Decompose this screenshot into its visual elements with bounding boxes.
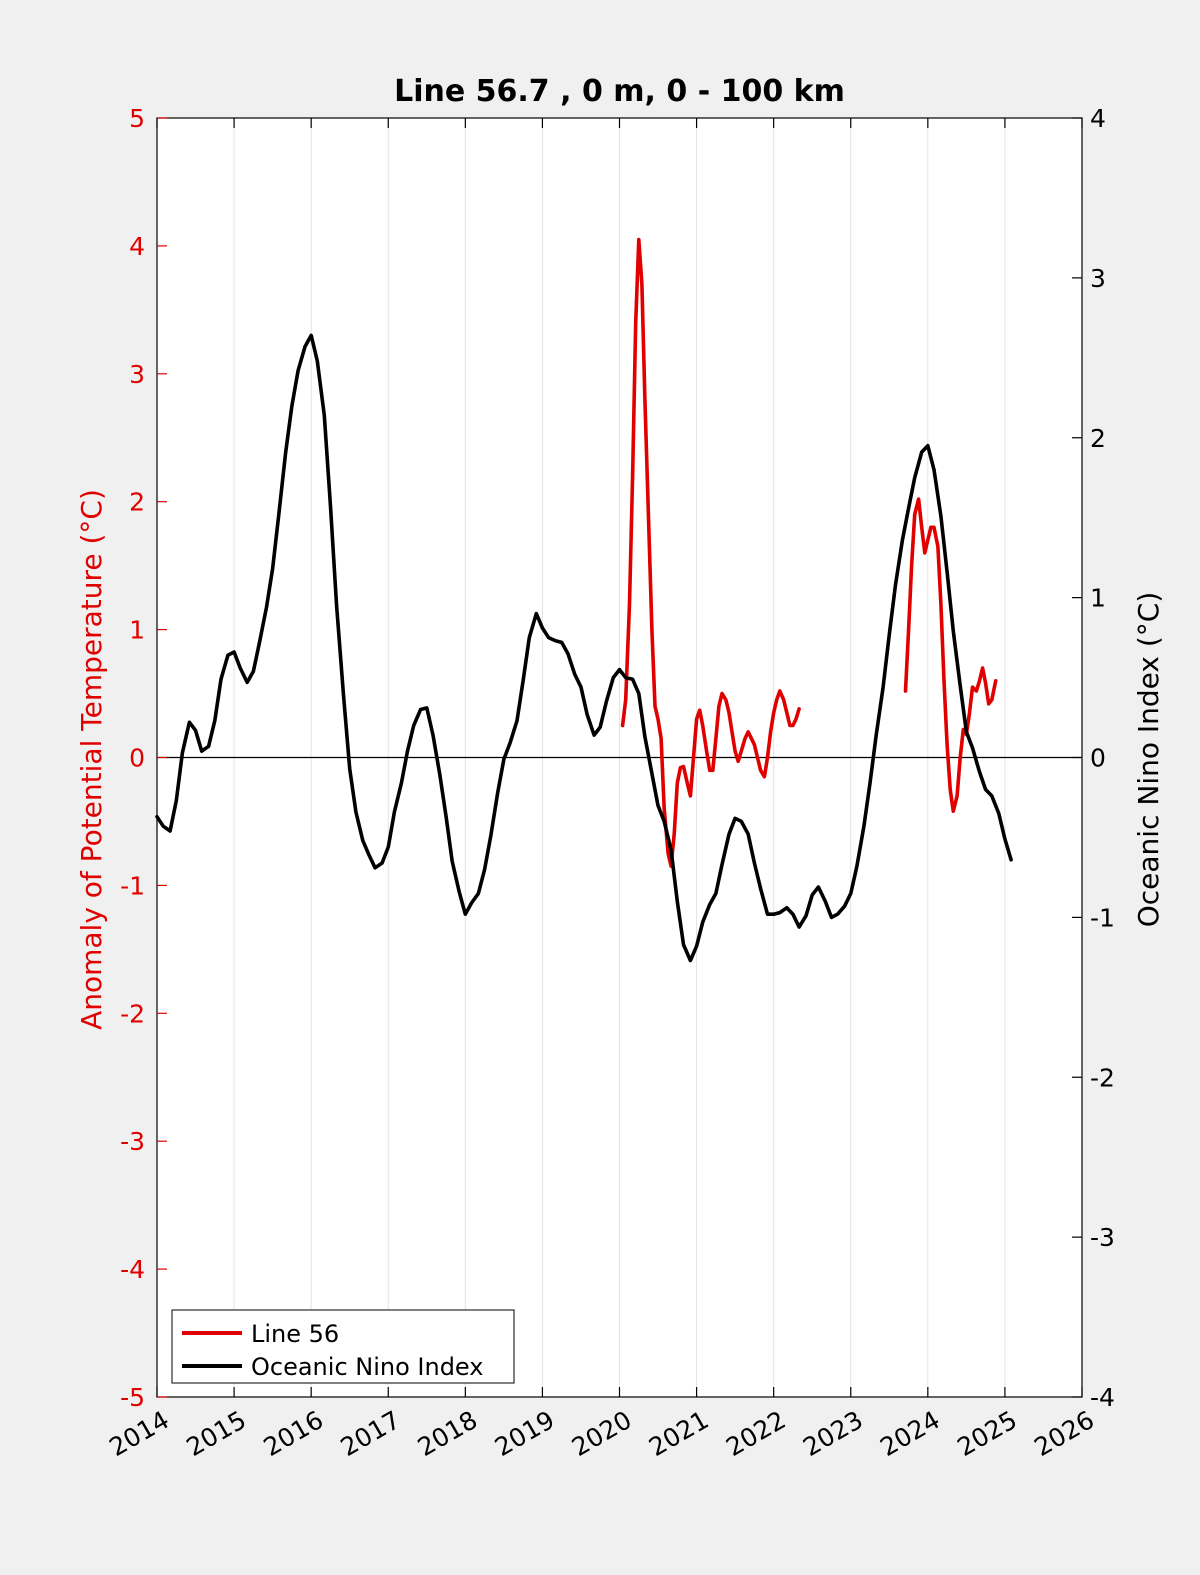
right-tick-label: 1 [1090, 584, 1106, 613]
left-axis-label: Anomaly of Potential Temperature (°C) [75, 489, 108, 1030]
left-axis-ticks: 5 4 3 2 1 0 -1 -2 -3 -4 -5 [120, 104, 167, 1412]
left-tick-label: -4 [120, 1255, 145, 1284]
right-axis-ticks: 4 3 2 1 0 -1 -2 -3 -4 [1072, 104, 1115, 1412]
left-tick-label: -5 [120, 1383, 145, 1412]
left-tick-label: 1 [129, 616, 145, 645]
left-tick-label: -3 [120, 1127, 145, 1156]
left-tick-label: 0 [129, 744, 145, 773]
legend-entry-oni: Oceanic Nino Index [251, 1353, 483, 1381]
right-tick-label: -3 [1090, 1223, 1115, 1252]
right-tick-label: -2 [1090, 1063, 1115, 1092]
right-tick-label: -1 [1090, 903, 1115, 932]
chart-title: Line 56.7 , 0 m, 0 - 100 km [394, 74, 845, 109]
left-tick-label: 2 [129, 488, 145, 517]
right-tick-label: 4 [1090, 104, 1106, 133]
left-tick-label: 3 [129, 360, 145, 389]
left-tick-label: 4 [129, 232, 145, 261]
series-lines [155, 237, 1013, 963]
right-tick-label: 3 [1090, 264, 1106, 293]
right-tick-label: 0 [1090, 744, 1106, 773]
legend-box [171, 1309, 515, 1384]
legend-entry-line-56: Line 56 [251, 1320, 339, 1348]
right-tick-label: 2 [1090, 424, 1106, 453]
left-tick-label: -2 [120, 999, 145, 1028]
oni-series-segment [155, 333, 1013, 963]
right-tick-label: -4 [1090, 1383, 1115, 1412]
legend: Line 56 Oceanic Nino Index [171, 1309, 515, 1384]
right-axis-label: Oceanic Nino Index (°C) [1132, 592, 1165, 928]
left-tick-label: -1 [120, 871, 145, 900]
left-tick-label: 5 [129, 104, 145, 133]
line-56-series-segment [903, 497, 998, 814]
line-56-series-segment [620, 237, 801, 869]
